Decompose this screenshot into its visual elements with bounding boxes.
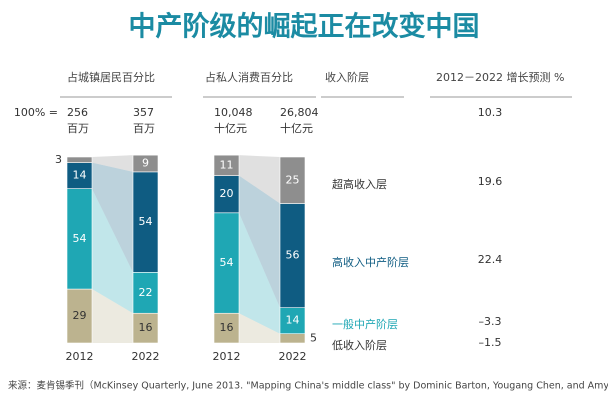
total-unit: 百万 bbox=[67, 122, 89, 135]
x-tick-label: 2012 bbox=[213, 350, 241, 363]
flow-band bbox=[92, 155, 133, 172]
data-label: 9 bbox=[142, 157, 149, 170]
data-label: 54 bbox=[139, 215, 153, 228]
flow-band bbox=[239, 313, 280, 343]
group-title: 占私人消费百分比 bbox=[205, 70, 293, 84]
bands bbox=[92, 155, 280, 343]
bar-segment bbox=[66, 288, 93, 344]
flow-band bbox=[239, 175, 280, 308]
bar-segment bbox=[132, 312, 159, 344]
total-label: 256 bbox=[67, 106, 88, 119]
total-label: 357 bbox=[133, 106, 154, 119]
data-label: 16 bbox=[139, 321, 153, 334]
total-unit: 百万 bbox=[133, 122, 155, 135]
growth-header: 2012－2022 增长预测 % bbox=[436, 70, 564, 84]
total-prefix: 100% = bbox=[14, 106, 58, 119]
flow-band bbox=[92, 188, 133, 314]
total-label: 26,804 bbox=[280, 106, 319, 119]
growth-value: –1.5 bbox=[479, 336, 502, 349]
growth-value: 22.4 bbox=[478, 253, 503, 266]
growth-value: –3.3 bbox=[479, 315, 502, 328]
income-class: 一般中产阶层 bbox=[332, 317, 398, 331]
bar-segment bbox=[279, 307, 306, 335]
bar-segment bbox=[279, 203, 306, 308]
bar-segment bbox=[213, 212, 240, 314]
data-label: 3 bbox=[55, 153, 62, 166]
income-class: 低收入阶层 bbox=[332, 338, 387, 352]
data-label: 16 bbox=[220, 321, 234, 334]
data-label: 54 bbox=[73, 232, 87, 245]
bar-segment bbox=[213, 312, 240, 344]
data-label: 11 bbox=[220, 158, 234, 171]
bar-segment bbox=[132, 272, 159, 314]
x-tick-label: 2022 bbox=[132, 350, 160, 363]
total-unit: 十亿元 bbox=[280, 121, 313, 135]
bar-segment bbox=[132, 154, 159, 173]
data-label: 25 bbox=[286, 173, 300, 186]
total-growth: 10.3 bbox=[478, 106, 503, 119]
source: 来源：麦肯锡季刊（McKinsey Quarterly, June 2013. … bbox=[8, 380, 608, 392]
bar-segment bbox=[279, 333, 306, 344]
flow-band bbox=[92, 162, 133, 273]
data-label: 14 bbox=[73, 169, 87, 182]
data-label: 56 bbox=[286, 249, 300, 262]
flow-band bbox=[239, 212, 280, 334]
flow-band bbox=[239, 155, 280, 204]
total-label: 10,048 bbox=[214, 106, 253, 119]
chart-title: 中产阶级的崛起正在改变中国 bbox=[129, 11, 480, 43]
data-label: 20 bbox=[220, 187, 234, 200]
flow-band bbox=[92, 289, 133, 343]
x-tick-label: 2012 bbox=[66, 350, 94, 363]
data-label: 29 bbox=[73, 309, 87, 322]
total-unit: 十亿元 bbox=[214, 121, 247, 135]
income-header: 收入阶层 bbox=[325, 70, 369, 84]
income-class: 高收入中产阶层 bbox=[332, 255, 409, 269]
income-class: 超高收入层 bbox=[332, 177, 387, 191]
data-label: 22 bbox=[139, 286, 153, 299]
growth-value: 19.6 bbox=[478, 175, 503, 188]
data-label: 54 bbox=[220, 256, 234, 269]
bar-segment bbox=[213, 154, 240, 176]
bar-segment bbox=[132, 171, 159, 273]
bar-segment bbox=[66, 156, 93, 163]
bar-segment bbox=[279, 156, 306, 204]
data-label: 5 bbox=[310, 331, 317, 344]
group-title: 占城镇居民百分比 bbox=[67, 70, 155, 84]
bar-segment bbox=[66, 162, 93, 189]
x-tick-label: 2022 bbox=[279, 350, 307, 363]
data-label: 14 bbox=[286, 314, 300, 327]
